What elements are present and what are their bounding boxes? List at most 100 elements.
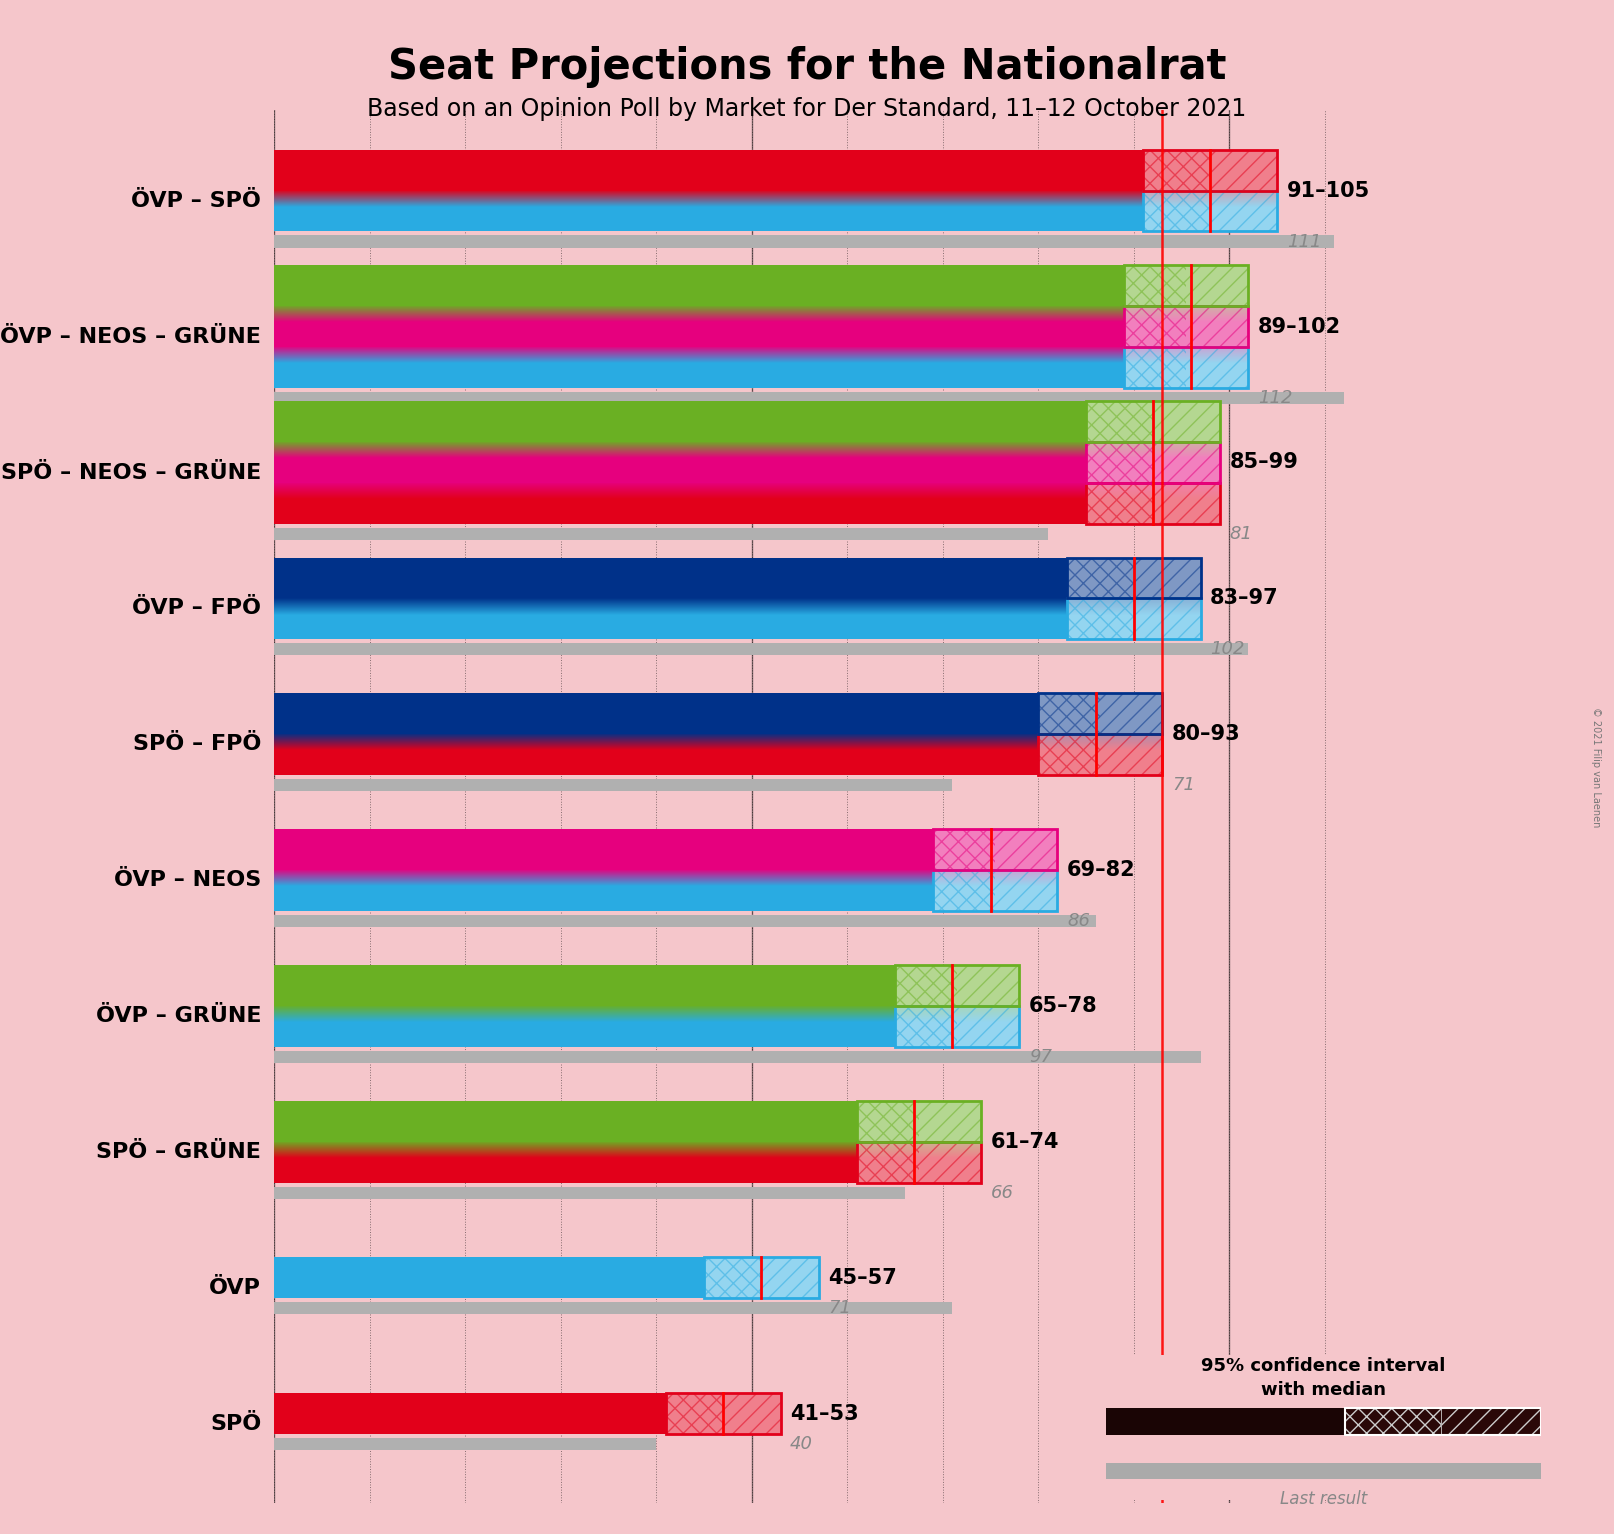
Bar	[1133, 598, 1201, 640]
Bar	[957, 1006, 1020, 1046]
Text: Based on an Opinion Poll by Market for Der Standard, 11–12 October 2021: Based on an Opinion Poll by Market for D…	[368, 97, 1246, 121]
Bar	[274, 483, 1220, 523]
Bar	[1152, 402, 1220, 442]
Bar	[1067, 557, 1201, 598]
Bar	[1038, 735, 1162, 775]
Text: © 2021 Filip van Laenen: © 2021 Filip van Laenen	[1591, 707, 1601, 827]
Bar	[933, 870, 1057, 911]
Bar	[1143, 150, 1277, 190]
Bar	[857, 1141, 981, 1183]
Bar	[274, 557, 1201, 598]
Text: 85–99: 85–99	[1230, 453, 1298, 472]
Text: 112: 112	[1257, 388, 1293, 407]
Bar	[896, 1006, 1020, 1046]
Bar	[996, 830, 1057, 870]
Bar	[1125, 307, 1249, 347]
Bar	[274, 347, 1249, 388]
Text: with median: with median	[1261, 1381, 1386, 1399]
Bar	[1186, 347, 1249, 388]
Bar	[274, 150, 1277, 190]
Bar	[933, 870, 1057, 911]
Bar	[274, 442, 1220, 483]
Bar	[1106, 1463, 1541, 1479]
Bar	[274, 307, 1249, 347]
Bar	[1125, 347, 1249, 388]
Bar	[274, 643, 1249, 655]
Bar	[1152, 483, 1220, 523]
Text: 41–53: 41–53	[791, 1404, 859, 1424]
Text: 81: 81	[1230, 525, 1252, 543]
Text: 66: 66	[991, 1184, 1014, 1201]
Bar	[274, 779, 952, 792]
Bar	[896, 1006, 1020, 1046]
Bar	[667, 1393, 781, 1434]
Bar	[704, 1258, 818, 1298]
Bar	[274, 1258, 818, 1298]
Bar	[1067, 598, 1201, 640]
Text: Seat Projections for the Nationalrat: Seat Projections for the Nationalrat	[387, 46, 1227, 87]
Bar	[274, 1051, 1201, 1063]
Bar	[1086, 402, 1152, 442]
Bar	[1101, 693, 1162, 735]
Bar	[1038, 693, 1162, 735]
Bar	[1186, 265, 1249, 307]
Bar	[667, 1393, 781, 1434]
Text: 40: 40	[791, 1436, 813, 1453]
Bar	[1441, 1408, 1541, 1434]
Bar	[1125, 307, 1249, 347]
Bar	[274, 1302, 952, 1315]
Bar	[274, 693, 1162, 735]
Bar	[274, 402, 1220, 442]
Text: 95% confidence interval: 95% confidence interval	[1201, 1358, 1446, 1376]
Text: 71: 71	[1172, 776, 1194, 795]
Bar	[1038, 693, 1162, 735]
Bar	[1125, 265, 1249, 307]
Bar	[1125, 265, 1249, 307]
Bar	[274, 870, 1057, 911]
Bar	[1086, 483, 1220, 523]
Text: 69–82: 69–82	[1067, 861, 1136, 881]
Bar	[274, 735, 1162, 775]
Bar	[857, 1101, 981, 1141]
Bar	[762, 1258, 818, 1298]
Bar	[1125, 347, 1186, 388]
Bar	[1038, 735, 1101, 775]
Bar	[1133, 557, 1201, 598]
Bar	[274, 190, 1277, 232]
Bar	[1067, 598, 1133, 640]
Bar	[1086, 442, 1220, 483]
Text: 97: 97	[1028, 1048, 1052, 1066]
Bar	[1086, 442, 1220, 483]
Bar	[274, 1141, 981, 1183]
Text: 45–57: 45–57	[828, 1267, 897, 1287]
Bar	[1346, 1408, 1441, 1434]
Bar	[857, 1101, 981, 1141]
Bar	[274, 1393, 781, 1434]
Bar	[896, 1006, 957, 1046]
Bar	[857, 1101, 918, 1141]
Bar	[1143, 190, 1210, 232]
Text: 80–93: 80–93	[1172, 724, 1241, 744]
Text: 61–74: 61–74	[991, 1132, 1059, 1152]
Bar	[933, 870, 996, 911]
Bar	[1038, 693, 1101, 735]
Bar	[1186, 307, 1249, 347]
Bar	[933, 830, 996, 870]
Bar	[1210, 150, 1277, 190]
Bar	[274, 235, 1335, 247]
Bar	[1143, 150, 1210, 190]
Bar	[704, 1258, 818, 1298]
Bar	[274, 265, 1249, 307]
Bar	[274, 1437, 657, 1450]
Bar	[667, 1393, 723, 1434]
Bar	[1346, 1408, 1541, 1434]
Bar	[1067, 557, 1133, 598]
Bar	[896, 965, 1020, 1006]
Bar	[896, 965, 1020, 1006]
Bar	[274, 598, 1201, 640]
Bar	[274, 830, 1057, 870]
Bar	[274, 965, 1020, 1006]
Bar	[274, 914, 1096, 927]
Bar	[704, 1258, 762, 1298]
Bar	[857, 1141, 918, 1183]
